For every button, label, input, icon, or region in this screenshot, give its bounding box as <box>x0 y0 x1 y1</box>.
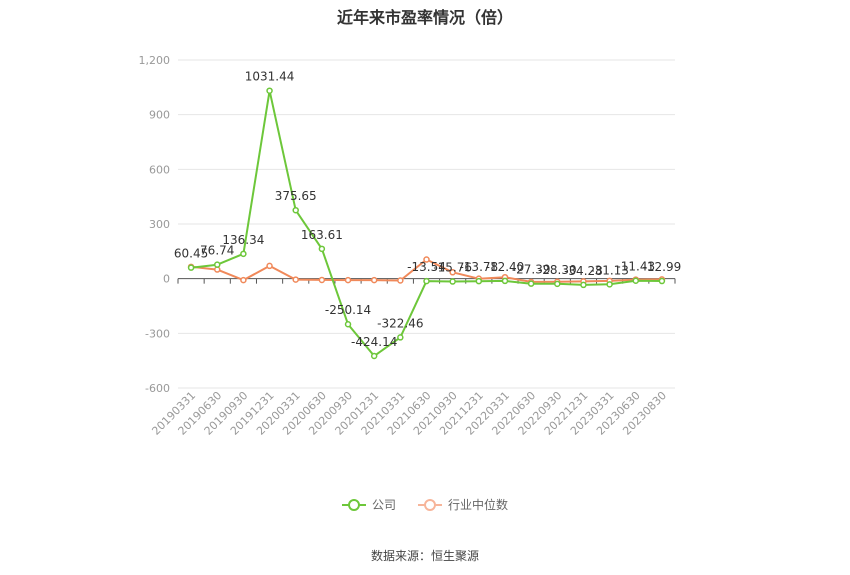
data-point-company <box>344 320 352 328</box>
data-label: -13.54 <box>407 260 446 274</box>
pe-ratio-line-chart: -600-30003006009001,20020190331201906302… <box>139 54 682 438</box>
legend-item-company[interactable]: 公司 <box>341 496 396 513</box>
data-point-company <box>292 206 299 214</box>
legend-swatch-company <box>341 498 366 512</box>
data-point-company <box>213 261 221 268</box>
data-label: -12.40 <box>486 260 525 274</box>
data-point-company <box>606 281 613 288</box>
legend-swatch-industry <box>418 498 442 512</box>
y-tick-label: 1,200 <box>139 54 171 67</box>
y-tick-label: 300 <box>149 218 170 231</box>
data-point-industry <box>292 276 299 283</box>
data-point-industry <box>318 276 326 284</box>
data-label: 1031.44 <box>245 70 295 84</box>
data-point-company <box>397 334 404 341</box>
data-point-company <box>449 278 456 285</box>
data-label: 163.61 <box>301 228 343 242</box>
legend: 公司 行业中位数 <box>0 496 850 513</box>
data-label: 136.34 <box>222 233 264 247</box>
data-label: -424.14 <box>351 335 397 349</box>
data-label: -34.28 <box>564 264 603 278</box>
data-label: -11.43 <box>616 260 655 274</box>
data-label: -28.30 <box>538 263 577 277</box>
chart-title: 近年来市盈率情况（倍） <box>336 8 513 27</box>
data-point-industry <box>449 269 456 276</box>
data-point-company <box>580 281 587 289</box>
data-point-industry <box>266 262 273 270</box>
data-label: -15.76 <box>433 261 472 275</box>
data-point-company <box>423 277 430 285</box>
data-point-company <box>318 245 326 253</box>
data-label: -31.13 <box>590 263 629 277</box>
data-point-industry <box>240 276 247 284</box>
data-point-company <box>240 250 247 258</box>
data-point-company <box>370 352 378 360</box>
data-label: -27.39 <box>512 263 551 277</box>
grid-lines <box>178 59 675 389</box>
series <box>187 87 666 360</box>
data-label: -322.46 <box>377 316 423 330</box>
data-point-industry <box>397 277 404 284</box>
data-label: -13.78 <box>459 260 498 274</box>
data-point-industry <box>370 276 378 284</box>
data-point-company <box>187 264 195 271</box>
data-point-industry <box>423 256 430 263</box>
data-point-company <box>527 280 535 287</box>
data-point-company <box>554 280 561 288</box>
data-point-company <box>658 277 666 285</box>
series-line-company <box>190 89 662 357</box>
data-label: -250.14 <box>325 303 371 317</box>
y-tick-label: 600 <box>149 163 170 176</box>
data-source: 数据来源：恒生聚源 <box>370 549 479 563</box>
legend-label-industry: 行业中位数 <box>448 498 509 512</box>
data-label: -12.99 <box>643 260 682 274</box>
data-point-industry <box>344 276 352 284</box>
y-tick-label: 900 <box>149 109 170 122</box>
y-tick-label: -600 <box>145 382 170 395</box>
data-label: 76.74 <box>200 244 234 258</box>
y-tick-label: 0 <box>163 273 170 286</box>
data-point-company <box>266 87 273 94</box>
data-point-company <box>501 277 509 285</box>
legend-item-industry[interactable]: 行业中位数 <box>418 496 508 513</box>
y-tick-label: -300 <box>145 327 170 340</box>
data-label: 375.65 <box>275 189 317 203</box>
data-point-company <box>632 277 640 284</box>
data-label: 60.45 <box>174 247 208 261</box>
data-point-company <box>475 277 483 285</box>
legend-label-company: 公司 <box>371 498 396 512</box>
